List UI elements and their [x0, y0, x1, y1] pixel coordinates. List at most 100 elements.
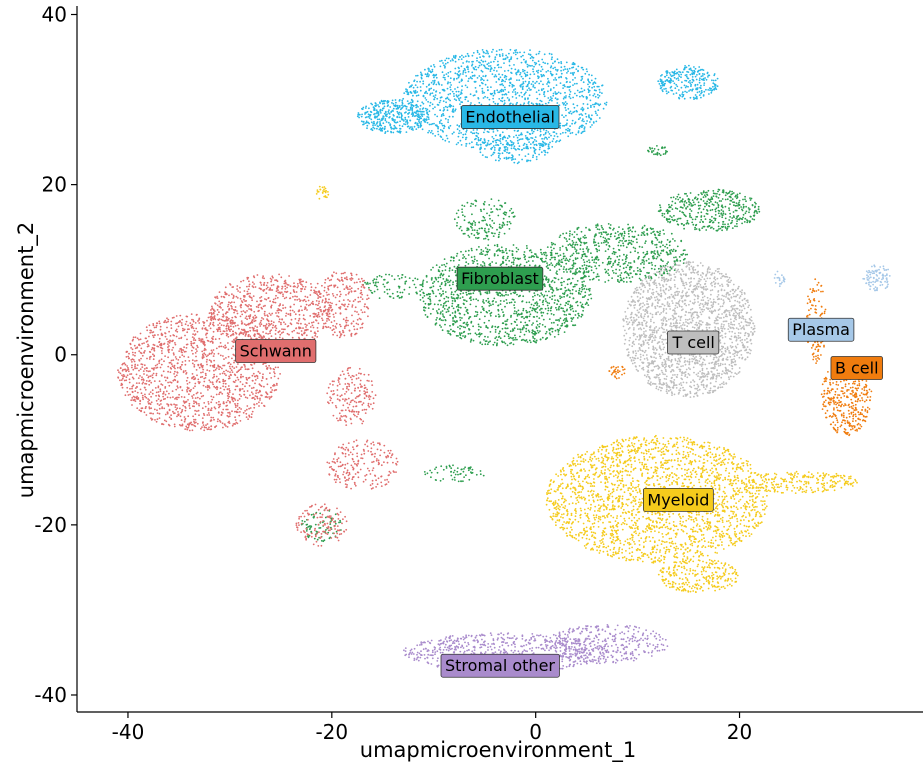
scatter-point — [629, 229, 632, 232]
scatter-point — [455, 94, 458, 97]
scatter-point — [457, 97, 460, 100]
scatter-point — [522, 309, 525, 312]
scatter-point — [452, 316, 454, 319]
scatter-point — [716, 77, 719, 80]
scatter-point — [629, 262, 632, 264]
scatter-point — [608, 255, 611, 258]
scatter-point — [376, 112, 378, 115]
scatter-point — [521, 315, 524, 318]
scatter-point — [486, 96, 489, 99]
scatter-point — [571, 233, 574, 236]
scatter-point — [605, 101, 608, 104]
scatter-point — [569, 132, 572, 135]
scatter-point — [565, 81, 568, 84]
scatter-point — [522, 325, 525, 327]
scatter-point — [395, 101, 397, 104]
scatter-point — [454, 88, 456, 90]
scatter-point — [460, 78, 463, 81]
scatter-point — [565, 314, 568, 316]
scatter-point — [529, 57, 532, 60]
scatter-point — [498, 332, 500, 335]
scatter-point — [512, 263, 515, 265]
scatter-point — [580, 79, 583, 82]
scatter-point — [579, 237, 582, 240]
scatter-point — [498, 233, 500, 236]
scatter-point — [736, 220, 738, 223]
scatter-point — [426, 315, 429, 318]
scatter-point — [641, 261, 644, 264]
scatter-point — [674, 87, 677, 90]
scatter-point — [487, 52, 489, 55]
scatter-point — [377, 111, 380, 114]
scatter-point — [364, 107, 367, 109]
scatter-point — [548, 302, 551, 305]
scatter-point — [721, 229, 723, 232]
scatter-point — [596, 250, 599, 253]
scatter-point — [672, 80, 674, 83]
scatter-point — [521, 300, 523, 303]
scatter-point — [580, 290, 583, 293]
scatter-point — [467, 469, 470, 472]
scatter-point — [465, 291, 468, 294]
scatter-point — [554, 77, 557, 79]
scatter-point — [470, 472, 473, 474]
scatter-point — [434, 74, 437, 77]
scatter-point — [738, 201, 740, 204]
scatter-point — [430, 81, 433, 84]
scatter-point — [465, 143, 468, 145]
scatter-point — [659, 232, 661, 235]
scatter-point — [436, 317, 438, 319]
scatter-point — [470, 202, 473, 205]
scatter-point — [486, 311, 489, 314]
scatter-point — [703, 90, 706, 93]
scatter-point — [575, 290, 577, 292]
scatter-point — [551, 74, 553, 77]
scatter-point — [136, 337, 139, 340]
scatter-point — [500, 246, 503, 249]
scatter-point — [621, 232, 624, 235]
scatter-point — [449, 124, 452, 127]
scatter-point — [640, 234, 643, 237]
scatter-point — [720, 213, 722, 215]
scatter-point — [495, 301, 497, 303]
scatter-point — [578, 113, 581, 116]
scatter-point — [432, 107, 434, 110]
scatter-point — [425, 109, 428, 112]
scatter-point — [716, 229, 719, 232]
scatter-point — [431, 289, 434, 292]
scatter-point — [568, 296, 571, 298]
scatter-point — [560, 66, 563, 69]
scatter-point — [553, 321, 555, 324]
scatter-point — [537, 69, 540, 72]
scatter-point — [366, 127, 368, 130]
scatter-point — [458, 227, 461, 230]
scatter-point — [729, 212, 731, 215]
scatter-point — [491, 261, 494, 263]
scatter-point — [543, 93, 545, 96]
scatter-point — [529, 159, 532, 162]
scatter-point — [556, 273, 559, 275]
scatter-point — [414, 89, 417, 92]
scatter-point — [660, 86, 663, 89]
scatter-point — [513, 327, 516, 330]
scatter-point — [689, 96, 692, 99]
scatter-point — [535, 144, 538, 147]
scatter-point — [186, 390, 189, 393]
scatter-point — [541, 68, 544, 71]
scatter-point — [511, 91, 514, 93]
scatter-point — [619, 276, 622, 279]
scatter-point — [621, 228, 624, 231]
scatter-point — [535, 70, 538, 73]
scatter-point — [569, 313, 572, 316]
scatter-point — [672, 196, 675, 199]
scatter-point — [384, 125, 386, 128]
scatter-point — [691, 221, 694, 224]
scatter-point — [457, 94, 460, 97]
scatter-point — [670, 249, 673, 251]
scatter-point — [524, 255, 526, 258]
scatter-point — [484, 148, 486, 150]
scatter-point — [455, 77, 458, 80]
scatter-point — [538, 264, 541, 267]
scatter-point — [535, 339, 538, 342]
scatter-point — [467, 263, 470, 265]
